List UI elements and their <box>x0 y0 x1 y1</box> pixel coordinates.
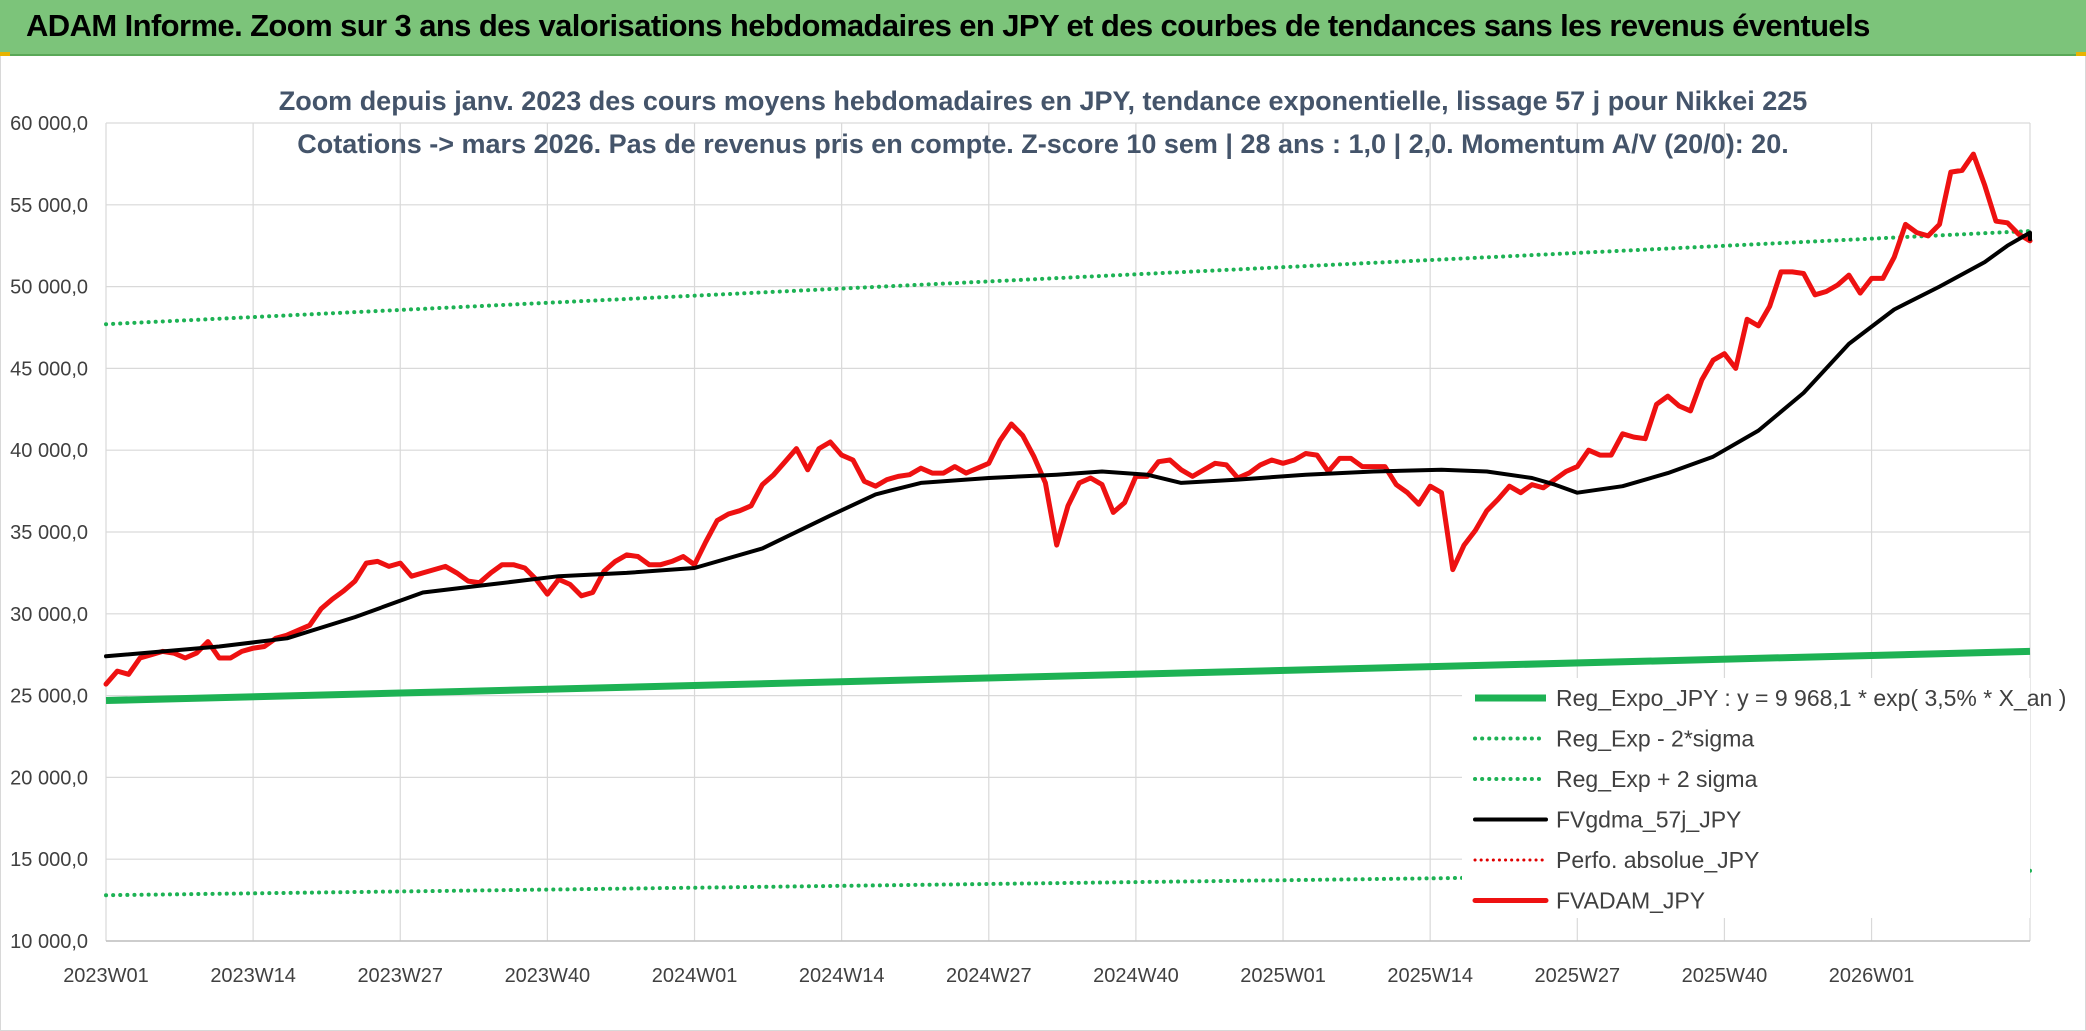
x-tick-label: 2025W40 <box>1682 965 1768 987</box>
chart-title-line-1: Zoom depuis janv. 2023 des cours moyens … <box>279 86 1808 116</box>
legend-label-perfo: Perfo. absolue_JPY <box>1556 847 1759 873</box>
y-tick-label: 25 000,0 <box>10 686 88 708</box>
x-tick-label: 2024W01 <box>652 965 738 987</box>
y-tick-label: 35 000,0 <box>10 522 88 544</box>
legend-label-reg-plus: Reg_Exp + 2 sigma <box>1556 766 1758 792</box>
x-tick-label: 2024W27 <box>946 965 1032 987</box>
chart-title-line-2: Cotations -> mars 2026. Pas de revenus p… <box>297 129 1788 159</box>
series-line-fvgdma <box>104 230 2032 659</box>
x-tick-label: 2024W14 <box>799 965 885 987</box>
legend: Reg_Expo_JPY : y = 9 968,1 * exp( 3,5% *… <box>1462 678 2066 918</box>
report-title: ADAM Informe. Zoom sur 3 ans des valoris… <box>26 8 1870 43</box>
legend-label-fvadam: FVADAM_JPY <box>1556 888 1705 914</box>
corner-marker-left <box>0 52 10 56</box>
y-tick-label: 55 000,0 <box>10 195 88 217</box>
x-tick-label: 2023W01 <box>63 965 149 987</box>
y-tick-label: 50 000,0 <box>10 277 88 299</box>
x-tick-label: 2023W27 <box>357 965 443 987</box>
x-tick-label: 2025W27 <box>1534 965 1620 987</box>
legend-label-reg-minus: Reg_Exp - 2*sigma <box>1556 726 1754 752</box>
series-line-reg-plus <box>104 229 2032 327</box>
report-banner: ADAM Informe. Zoom sur 3 ans des valoris… <box>0 0 2086 56</box>
x-axis-ticks: 2023W01 2023W14 2023W27 2023W40 2024W01 2024W… <box>63 965 1914 987</box>
chart-title-block: Zoom depuis janv. 2023 des cours moyens … <box>279 86 1808 159</box>
y-tick-label: 10 000,0 <box>10 931 88 953</box>
y-tick-label: 15 000,0 <box>10 849 88 871</box>
legend-background <box>1462 678 2030 918</box>
x-tick-label: 2024W40 <box>1093 965 1179 987</box>
corner-marker-right <box>2076 52 2086 56</box>
x-tick-label: 2026W01 <box>1829 965 1915 987</box>
y-tick-label: 20 000,0 <box>10 767 88 789</box>
series-line-fvadam <box>103 151 2033 687</box>
legend-label-fvgdma: FVgdma_57j_JPY <box>1556 807 1741 833</box>
y-axis-ticks: 10 000,0 15 000,0 20 000,0 25 000,0 30 000,0… <box>10 113 88 953</box>
x-tick-label: 2023W14 <box>210 965 296 987</box>
y-tick-label: 40 000,0 <box>10 440 88 462</box>
x-tick-label: 2025W01 <box>1240 965 1326 987</box>
y-tick-label: 60 000,0 <box>10 113 88 135</box>
y-tick-label: 45 000,0 <box>10 358 88 380</box>
legend-label-reg-expo: Reg_Expo_JPY : y = 9 968,1 * exp( 3,5% *… <box>1556 685 2066 711</box>
x-tick-label: 2023W40 <box>505 965 591 987</box>
y-tick-label: 30 000,0 <box>10 604 88 626</box>
series-line-reg-expo <box>105 647 2031 704</box>
x-tick-label: 2025W14 <box>1387 965 1473 987</box>
